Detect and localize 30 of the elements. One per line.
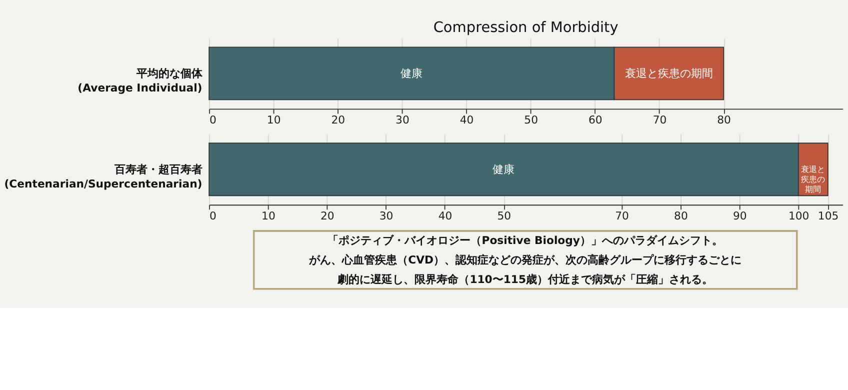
chart-title: Compression of Morbidity — [433, 20, 619, 36]
x-tick-label: 105 — [818, 210, 839, 223]
series-label: 衰退と疾患の期間 — [801, 164, 826, 194]
x-tick-label: 40 — [438, 210, 452, 223]
x-tick-label: 10 — [262, 210, 276, 223]
series-label: 健康 — [492, 163, 515, 176]
x-tick-label: 20 — [331, 114, 346, 127]
series-label: 健康 — [400, 67, 423, 80]
x-tick-label: 20 — [320, 210, 334, 223]
text: 「ポジティブ・バイオロジー（Positive Biology）」へのパラダイムシフト。 — [328, 234, 723, 248]
x-tick-label: 0 — [210, 114, 217, 127]
y-tick-label: 平均的な個体 (Average Individual) — [78, 67, 204, 95]
x-tick-label: 80 — [674, 210, 688, 223]
x-tick-label: 70 — [652, 114, 667, 127]
x-tick-label: 50 — [524, 114, 538, 127]
x-tick-label: 90 — [732, 210, 747, 223]
x-tick-label: 10 — [266, 114, 281, 127]
text: がん、心血管疾患（CVD）、認知症などの発症が、次の高齢グループに移行するごとに — [308, 254, 742, 267]
x-tick-label: 40 — [460, 114, 474, 127]
x-tick-label: 30 — [396, 114, 410, 127]
x-tick-label: 50 — [497, 210, 512, 223]
x-tick-label: 30 — [379, 210, 394, 223]
x-tick-label: 100 — [788, 210, 810, 223]
series-label: 衰退と疾患の期間 — [624, 67, 713, 80]
text: 劇的に遅延し、限界寿命（110〜115歳）付近まで病気が「圧縮」される。 — [336, 272, 714, 286]
x-tick-label: 60 — [588, 114, 602, 127]
y-tick-label: 百寿者・超百寿者 (Centenarian/Supercentenarian) — [4, 163, 202, 190]
x-tick-label: 70 — [615, 210, 630, 223]
x-tick-label: 80 — [717, 114, 732, 127]
x-tick-label: 0 — [210, 210, 217, 223]
